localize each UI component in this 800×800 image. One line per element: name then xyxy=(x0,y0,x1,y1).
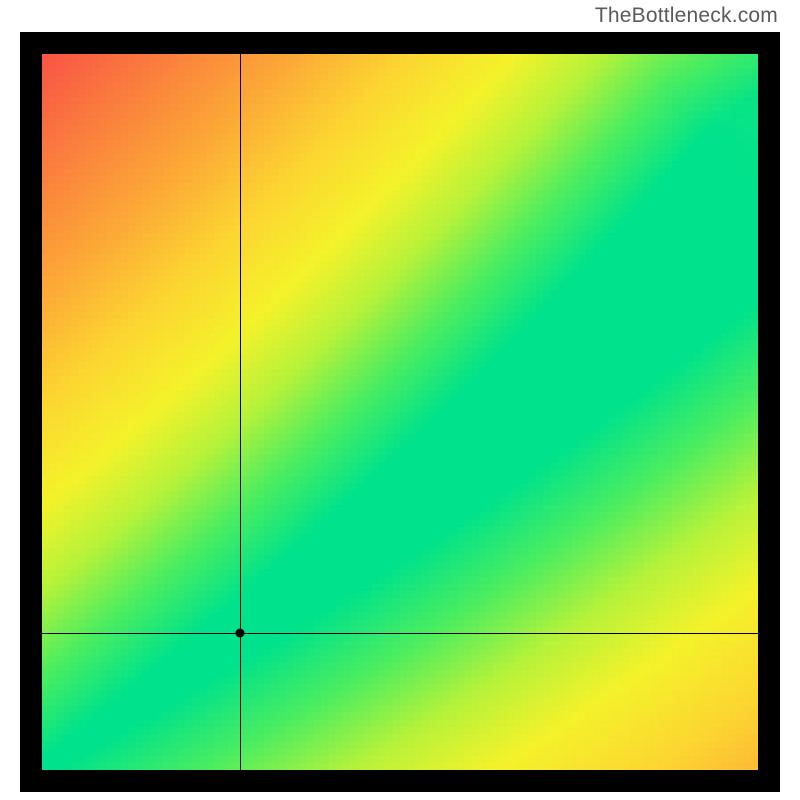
marker-dot xyxy=(235,628,244,637)
attribution-text: TheBottleneck.com xyxy=(595,4,778,28)
heatmap-canvas xyxy=(42,54,758,770)
crosshair-horizontal xyxy=(42,633,758,634)
chart-container: TheBottleneck.com xyxy=(0,0,800,800)
crosshair-vertical xyxy=(240,54,241,770)
chart-plot-area xyxy=(42,54,758,770)
chart-outer-border xyxy=(20,32,780,792)
